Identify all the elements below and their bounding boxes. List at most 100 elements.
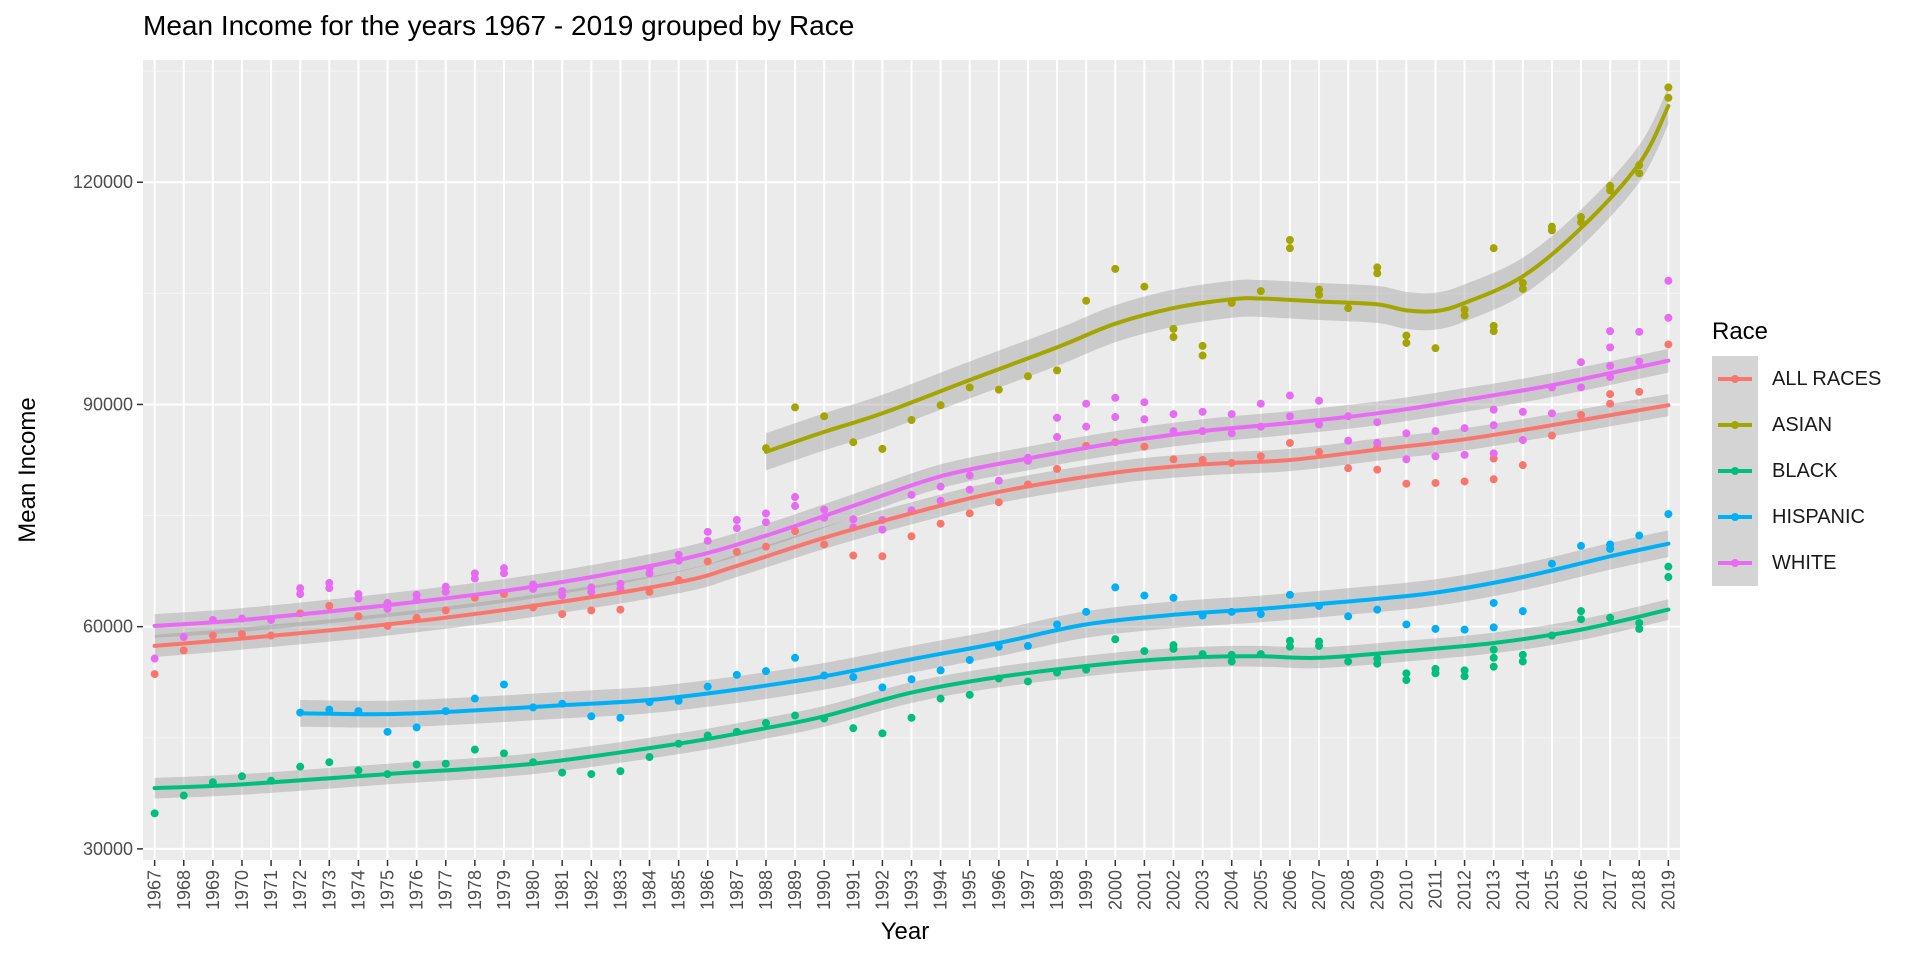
legend-item-black: BLACK xyxy=(1712,448,1881,494)
data-point-hispanic xyxy=(1285,590,1294,599)
data-point-hispanic xyxy=(791,653,800,662)
x-tick-label: 1993 xyxy=(902,870,922,910)
data-point-asian xyxy=(1431,344,1440,353)
x-tick-label: 1984 xyxy=(640,870,660,910)
data-point-hispanic xyxy=(1664,510,1673,519)
data-point-black xyxy=(296,762,305,771)
data-point-white xyxy=(1315,396,1324,405)
data-point-asian xyxy=(1606,181,1615,190)
legend-label: HISPANIC xyxy=(1772,505,1865,528)
legend-item-hispanic: HISPANIC xyxy=(1712,494,1881,540)
data-point-all-races xyxy=(150,670,159,679)
data-point-white xyxy=(1460,424,1469,433)
x-tick-label: 2016 xyxy=(1571,870,1591,910)
data-point-all-races xyxy=(1053,464,1062,473)
data-point-hispanic xyxy=(1111,583,1120,592)
x-tick-label: 2001 xyxy=(1134,870,1154,910)
data-point-black xyxy=(470,745,479,754)
data-point-white xyxy=(354,590,363,599)
x-tick-label: 2013 xyxy=(1484,870,1504,910)
data-point-asian xyxy=(820,412,829,421)
data-point-white xyxy=(936,482,945,491)
data-point-black xyxy=(1664,562,1673,571)
data-point-hispanic xyxy=(732,670,741,679)
x-tick-label: 1975 xyxy=(378,870,398,910)
data-point-all-races xyxy=(558,610,567,619)
data-point-white xyxy=(732,516,741,524)
x-tick-label: 2014 xyxy=(1513,870,1533,910)
x-tick-label: 2010 xyxy=(1396,870,1416,910)
data-point-black xyxy=(1518,650,1527,659)
data-point-white xyxy=(1373,418,1382,427)
data-point-black xyxy=(1518,657,1527,666)
data-point-black xyxy=(1577,615,1586,624)
data-point-white xyxy=(878,525,887,534)
data-point-all-races xyxy=(325,601,334,610)
data-point-black xyxy=(1577,607,1586,616)
data-point-white xyxy=(441,582,450,591)
x-tick-label: 1983 xyxy=(610,870,630,910)
x-tick-label: 1998 xyxy=(1047,870,1067,910)
data-point-asian xyxy=(1111,264,1120,273)
x-tick-label: 2009 xyxy=(1367,870,1387,910)
data-point-white xyxy=(1664,313,1673,322)
data-point-hispanic xyxy=(1023,641,1032,650)
data-point-black xyxy=(849,724,858,733)
data-point-white xyxy=(179,633,188,642)
x-tick-label: 1982 xyxy=(581,870,601,910)
data-point-all-races xyxy=(1635,387,1644,396)
data-point-hispanic xyxy=(703,682,712,691)
data-point-hispanic xyxy=(1489,623,1498,632)
x-tick-label: 1994 xyxy=(931,870,951,910)
data-point-white xyxy=(1082,422,1091,431)
x-tick-label: 1989 xyxy=(785,870,805,910)
legend-item-white: WHITE xyxy=(1712,540,1881,586)
data-point-black xyxy=(150,809,159,818)
confidence-band-asian xyxy=(766,87,1669,471)
data-point-white xyxy=(791,501,800,510)
data-point-black xyxy=(1431,664,1440,673)
data-point-black xyxy=(616,767,625,776)
data-point-black xyxy=(587,770,596,779)
x-tick-label: 1971 xyxy=(261,870,281,910)
data-point-black xyxy=(1140,647,1149,656)
trend-line-black xyxy=(152,607,1671,791)
data-point-asian xyxy=(994,385,1003,394)
data-point-black xyxy=(936,694,945,703)
data-point-white xyxy=(849,515,858,524)
data-point-asian xyxy=(878,444,887,453)
data-point-black xyxy=(965,690,974,699)
data-point-black xyxy=(441,759,450,768)
data-point-all-races xyxy=(616,605,625,614)
y-tick-label: 120000 xyxy=(73,172,133,192)
chart-title: Mean Income for the years 1967 - 2019 gr… xyxy=(143,10,855,41)
data-point-asian xyxy=(1635,169,1644,178)
data-point-asian xyxy=(1256,287,1265,296)
x-tick-label: 1988 xyxy=(756,870,776,910)
x-tick-label: 1967 xyxy=(145,870,165,910)
data-point-all-races xyxy=(587,606,596,615)
data-point-hispanic xyxy=(325,705,334,714)
data-point-black xyxy=(412,760,421,769)
y-tick-label: 30000 xyxy=(83,839,133,859)
data-point-white xyxy=(1489,405,1498,414)
data-point-all-races xyxy=(761,542,770,551)
data-point-all-races xyxy=(237,630,246,639)
data-point-hispanic xyxy=(616,713,625,722)
data-point-white xyxy=(1169,410,1178,419)
data-point-all-races xyxy=(1664,340,1673,349)
data-point-black xyxy=(1285,642,1294,651)
data-point-black xyxy=(354,766,363,775)
data-point-white xyxy=(1111,393,1120,402)
data-point-black xyxy=(1023,677,1032,686)
data-point-white xyxy=(907,490,916,499)
x-tick-label: 1974 xyxy=(348,870,368,910)
data-point-white xyxy=(150,654,159,663)
data-point-white xyxy=(1140,415,1149,424)
data-point-all-races xyxy=(179,646,188,655)
x-tick-label: 1997 xyxy=(1018,870,1038,910)
data-point-white xyxy=(1198,407,1207,416)
data-point-white xyxy=(1140,398,1149,407)
data-point-black xyxy=(1373,654,1382,663)
data-point-hispanic xyxy=(1140,591,1149,600)
